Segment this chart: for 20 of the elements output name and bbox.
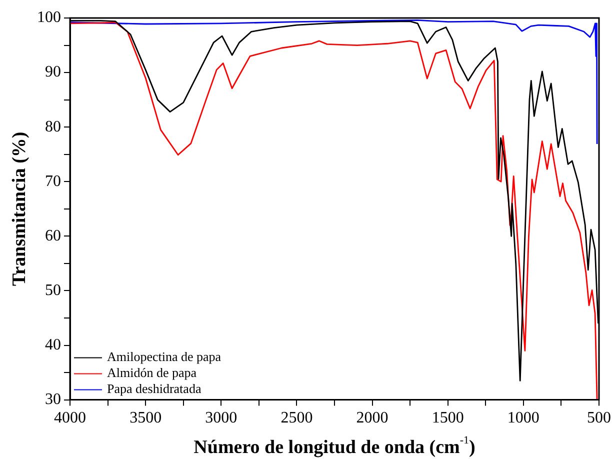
x-tick-label: 4000	[54, 410, 86, 427]
y-tick-label: 60	[45, 227, 61, 244]
x-tick-label: 2500	[280, 410, 313, 427]
y-axis-title: Transmitancia (%)	[8, 132, 30, 286]
legend-label: Papa deshidratada	[107, 381, 202, 396]
x-tick-label: 2000	[356, 410, 388, 427]
y-tick-label: 100	[37, 9, 61, 26]
y-tick-label: 40	[45, 336, 61, 354]
legend-label: Almidón de papa	[107, 365, 197, 380]
x-tick-label: 3500	[130, 410, 162, 427]
x-tick-label: 1500	[432, 410, 464, 427]
y-tick-label: 80	[45, 118, 61, 136]
x-tick-label: 3000	[205, 410, 238, 427]
y-tick-label: 90	[45, 64, 61, 81]
x-tick-label: 1000	[507, 410, 540, 427]
y-tick-label: 70	[45, 172, 61, 190]
x-tick-label: 500	[587, 410, 611, 427]
y-tick-label: 30	[45, 391, 61, 408]
legend-label: Amilopectina de papa	[107, 349, 222, 364]
y-tick-label: 50	[45, 282, 61, 299]
